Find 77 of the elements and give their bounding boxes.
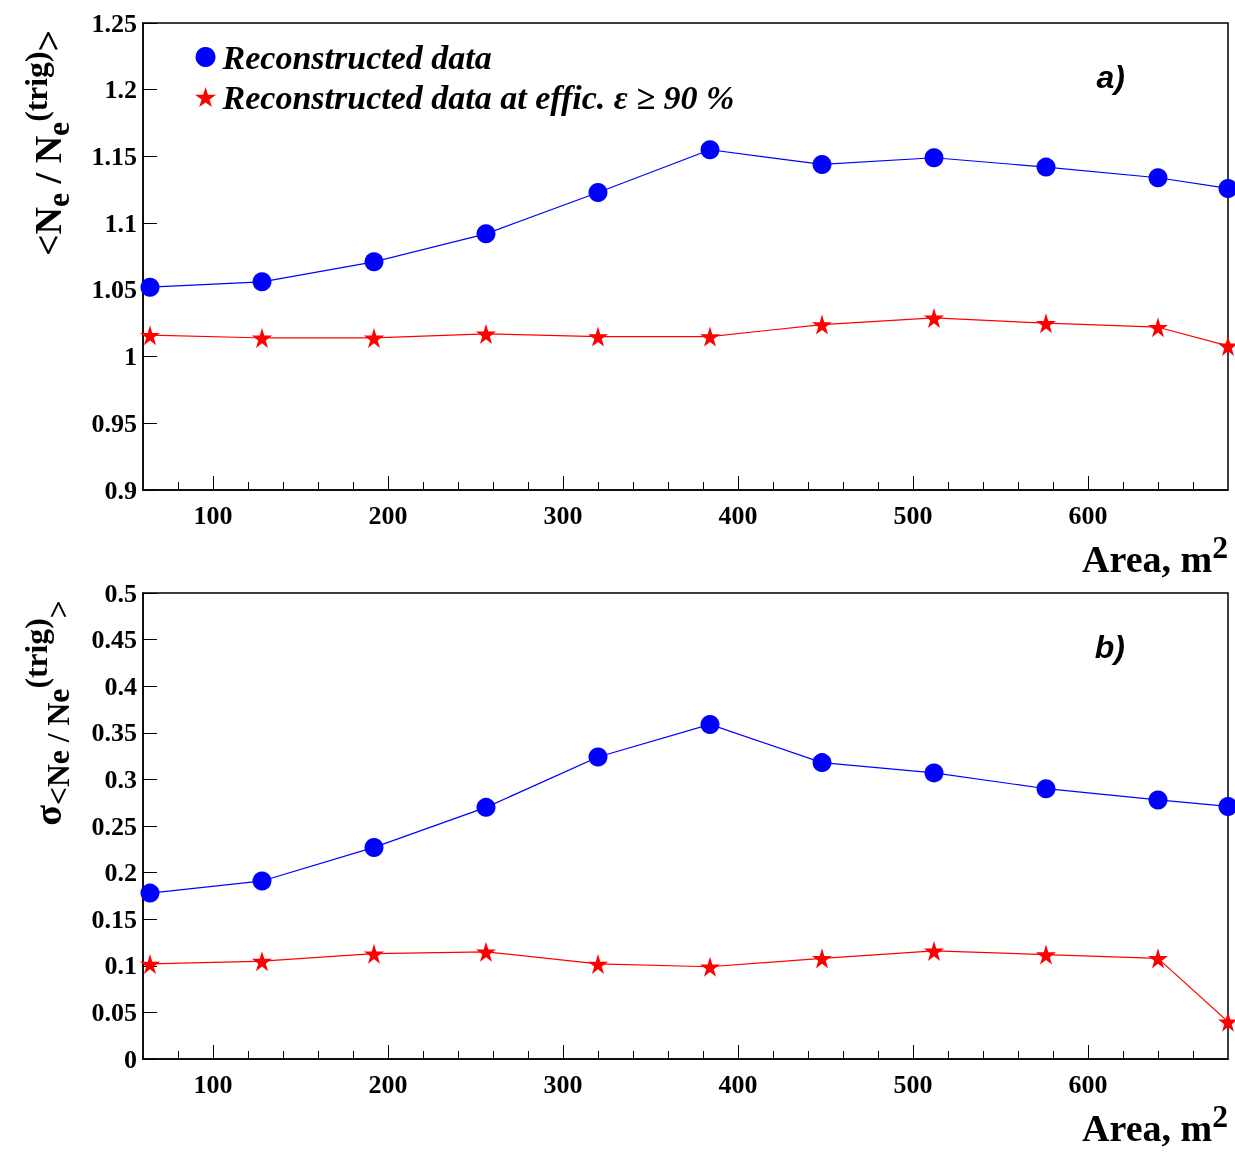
y-tick-label: 0.95 — [91, 408, 137, 438]
point — [1148, 168, 1168, 188]
y-tick-label: 0.9 — [104, 475, 137, 505]
point — [140, 277, 160, 297]
x-tick-label: 500 — [893, 1069, 933, 1099]
y-tick-label: 1.25 — [91, 8, 137, 38]
point — [1148, 948, 1168, 969]
y-tick-label: 0.2 — [104, 858, 137, 888]
point — [700, 140, 720, 160]
point — [588, 182, 608, 202]
y-tick-label: 0.35 — [91, 718, 137, 748]
y-tick-label: 0.4 — [104, 671, 137, 701]
point — [476, 797, 496, 817]
point — [364, 327, 384, 348]
annotation: a) — [1096, 59, 1125, 95]
x-tick-label: 300 — [543, 1069, 583, 1099]
y-tick-label: 0.15 — [91, 904, 137, 934]
legend-label: Reconstructed data at effic. ε ≥ 90 % — [221, 78, 735, 116]
point — [364, 943, 384, 964]
x-tick-label: 300 — [543, 500, 583, 530]
point — [364, 837, 384, 857]
point — [140, 883, 160, 903]
point — [924, 763, 944, 783]
x-tick-label: 600 — [1068, 500, 1108, 530]
point — [812, 753, 832, 773]
point — [364, 252, 384, 272]
y-tick-label: 1.15 — [91, 141, 137, 171]
point — [924, 940, 944, 961]
point — [812, 154, 832, 174]
point — [476, 323, 496, 344]
x-axis-title: Area, m$^{2}$ — [1082, 1099, 1228, 1149]
x-axis-title: Area, m$^{2}$ — [1082, 530, 1228, 580]
point — [588, 747, 608, 767]
point — [252, 327, 272, 348]
point — [476, 224, 496, 244]
y-tick-label: 0.1 — [104, 951, 137, 981]
point — [252, 871, 272, 891]
point — [700, 714, 720, 734]
x-tick-label: 100 — [193, 500, 233, 530]
point — [252, 951, 272, 972]
point — [476, 941, 496, 962]
x-tick-label: 200 — [368, 1069, 408, 1099]
point — [700, 956, 720, 977]
y-tick-label: 0.3 — [104, 764, 137, 794]
point — [1036, 944, 1056, 965]
y-tick-label: 0.05 — [91, 997, 137, 1027]
point — [924, 148, 944, 168]
legend-label: Reconstructed data — [221, 38, 492, 76]
x-tick-label: 500 — [893, 500, 933, 530]
point — [140, 325, 160, 346]
point — [812, 948, 832, 969]
y-tick-label: 1.1 — [104, 208, 137, 238]
point — [252, 272, 272, 292]
x-tick-label: 600 — [1068, 1069, 1108, 1099]
y-tick-label: 1.2 — [104, 75, 137, 105]
x-tick-label: 200 — [368, 500, 408, 530]
point — [588, 326, 608, 347]
point — [1148, 790, 1168, 810]
x-tick-label: 100 — [193, 1069, 233, 1099]
annotation: b) — [1094, 629, 1125, 665]
point — [588, 953, 608, 974]
x-tick-label: 400 — [718, 500, 758, 530]
point — [924, 307, 944, 328]
point — [700, 326, 720, 347]
point — [1036, 313, 1056, 334]
y-tick-label: 0.5 — [104, 578, 137, 608]
y-tick-label: 0.25 — [91, 811, 137, 841]
point — [1036, 779, 1056, 799]
point — [140, 953, 160, 974]
y-tick-label: 1 — [124, 342, 137, 372]
y-tick-label: 0.45 — [91, 625, 137, 655]
x-tick-label: 400 — [718, 1069, 758, 1099]
point — [1148, 317, 1168, 338]
y-tick-label: 0 — [124, 1044, 137, 1074]
y-tick-label: 1.05 — [91, 275, 137, 305]
point — [1036, 157, 1056, 177]
point — [812, 314, 832, 335]
